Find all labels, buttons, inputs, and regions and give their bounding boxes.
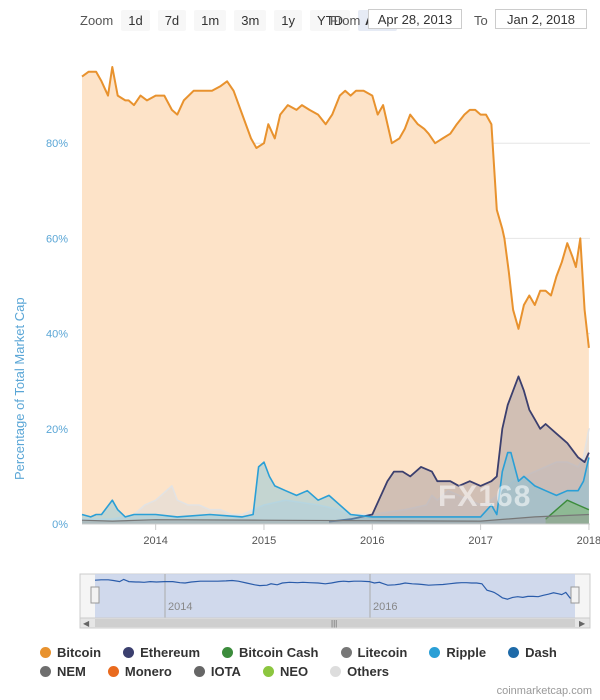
chart-legend: Bitcoin Ethereum Bitcoin Cash Litecoin R…	[40, 643, 600, 681]
legend-label-others: Others	[347, 664, 390, 679]
to-label: To	[474, 13, 488, 28]
navigator-tick-2016: 2016	[373, 601, 397, 613]
legend-item-iota[interactable]: IOTA	[193, 664, 241, 679]
legend-row-1: Bitcoin Ethereum Bitcoin Cash Litecoin R…	[40, 643, 600, 662]
legend-swatch-monero	[107, 666, 119, 677]
scroll-left-arrow-icon[interactable]: ◀	[83, 619, 90, 628]
legend-label-bitcoin: Bitcoin	[57, 645, 102, 660]
from-label: From	[330, 13, 361, 28]
range-navigator[interactable]: 2014 2016 ◀ ▶ |||	[0, 570, 600, 630]
navigator-handle-right[interactable]	[570, 586, 580, 604]
legend-swatch-others	[330, 666, 342, 677]
legend-swatch-bitcoin	[40, 647, 51, 658]
legend-item-bitcoin-cash[interactable]: Bitcoin Cash	[222, 645, 319, 660]
legend-item-monero[interactable]: Monero	[107, 664, 172, 679]
navigator-series-line	[94, 578, 575, 602]
x-tick-label: 2015	[252, 535, 276, 547]
x-tick-label: 2016	[360, 535, 384, 547]
series-area-bitcoin-cash	[545, 500, 589, 524]
legend-label-iota: IOTA	[210, 664, 241, 679]
legend-row-2: NEM Monero IOTA NEO Others	[40, 662, 600, 681]
legend-label-neo: NEO	[279, 664, 309, 679]
series-line-litecoin[interactable]	[81, 513, 589, 522]
legend-swatch-litecoin	[340, 647, 352, 658]
y-tick-label: 40%	[46, 329, 68, 341]
zoom-button-7d[interactable]: 7d	[157, 9, 187, 31]
legend-label-ethereum: Ethereum	[140, 645, 201, 660]
legend-item-dash[interactable]: Dash	[508, 645, 557, 660]
x-tick-label: 2014	[143, 535, 167, 547]
series-area-ethereum	[329, 376, 589, 524]
to-date-input[interactable]	[495, 9, 587, 29]
x-tick-label: 2018	[577, 535, 600, 547]
legend-item-ethereum[interactable]: Ethereum	[123, 645, 200, 660]
from-date-input[interactable]	[368, 9, 462, 29]
y-tick-label: 0%	[52, 519, 68, 531]
market-cap-chart: 0% 20% 40% 60% 80% 2014 2015 2016 2017 2018	[46, 66, 600, 547]
y-tick-label: 20%	[46, 424, 68, 436]
legend-swatch-neo	[262, 666, 274, 677]
source-credit: coinmarketcap.com	[496, 685, 592, 697]
y-tick-label: 60%	[46, 233, 68, 245]
scroll-right-arrow-icon[interactable]: ▶	[579, 619, 586, 628]
y-tick-label: 80%	[46, 138, 68, 150]
series-line-ripple[interactable]	[81, 451, 590, 518]
legend-label-ripple: Ripple	[446, 645, 487, 660]
zoom-label: Zoom	[80, 12, 114, 28]
zoom-button-1m[interactable]: 1m	[194, 9, 227, 31]
navigator-tick-2014: 2014	[168, 601, 192, 613]
legend-label-dash: Dash	[525, 645, 557, 660]
legend-swatch-dash	[508, 647, 520, 658]
legend-swatch-iota	[193, 666, 205, 677]
legend-swatch-ethereum	[123, 647, 135, 658]
series-line-bitcoin-cash[interactable]	[545, 499, 590, 520]
navigator-handle-left[interactable]	[90, 586, 100, 604]
series-line-ethereum[interactable]	[328, 375, 590, 523]
x-tick-label: 2017	[468, 535, 492, 547]
legend-swatch-ripple	[429, 647, 441, 658]
axis-labels: 0% 20% 40% 60% 80% 2014 2015 2016 2017 2018	[46, 138, 600, 547]
series-areas	[81, 66, 590, 524]
legend-item-nem[interactable]: NEM	[40, 664, 86, 679]
legend-item-ripple[interactable]: Ripple	[429, 645, 486, 660]
zoom-button-ytd[interactable]: YTD	[310, 9, 351, 31]
legend-item-neo[interactable]: NEO	[262, 664, 309, 679]
zoom-button-1d[interactable]: 1d	[121, 9, 150, 31]
zoom-button-3m[interactable]: 3m	[234, 9, 267, 31]
series-line-bitcoin[interactable]	[81, 66, 590, 349]
zoom-button-1y[interactable]: 1y	[274, 9, 303, 31]
fx168-watermark: FX168	[438, 480, 532, 513]
legend-swatch-nem	[40, 666, 51, 677]
legend-item-others[interactable]: Others	[330, 664, 389, 679]
legend-item-bitcoin[interactable]: Bitcoin	[40, 645, 101, 660]
legend-label-bitcoin-cash: Bitcoin Cash	[239, 645, 319, 660]
legend-label-litecoin: Litecoin	[357, 645, 408, 660]
legend-swatch-bitcoin-cash	[222, 647, 234, 658]
legend-label-monero: Monero	[124, 664, 172, 679]
scrollbar-grip-icon[interactable]: |||	[331, 619, 337, 628]
legend-item-litecoin[interactable]: Litecoin	[340, 645, 408, 660]
navigator-scrollbar-thumb[interactable]	[95, 619, 575, 627]
navigator-selection[interactable]	[95, 574, 575, 618]
series-area-bitcoin	[82, 67, 589, 524]
legend-label-nem: NEM	[57, 664, 86, 679]
